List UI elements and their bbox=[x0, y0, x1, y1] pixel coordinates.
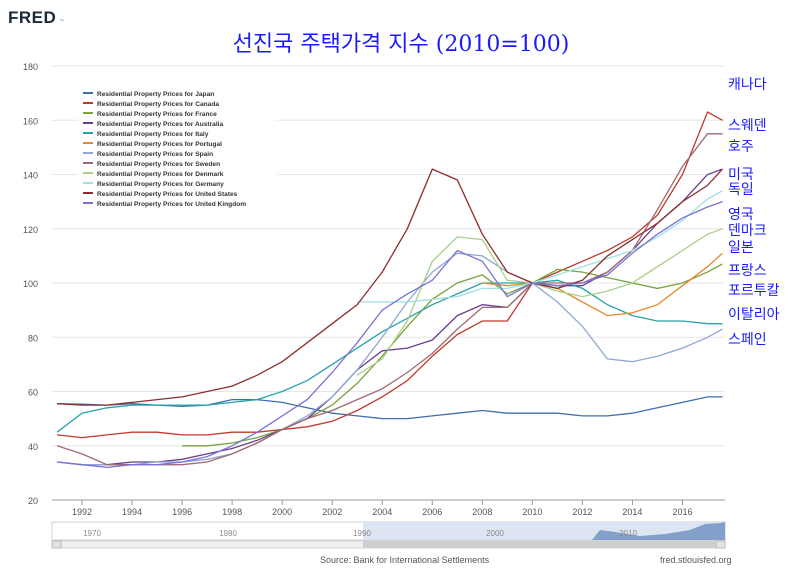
x-tick-label: 2012 bbox=[572, 507, 592, 517]
x-tick-label: 1994 bbox=[122, 507, 142, 517]
country-annotation: 미국 bbox=[728, 167, 754, 183]
fred-logo-mark: ~ bbox=[56, 15, 66, 25]
legend-box bbox=[78, 85, 278, 215]
legend-entry: Residential Property Prices for Australi… bbox=[97, 121, 224, 128]
legend-entry: Residential Property Prices for United S… bbox=[97, 191, 238, 198]
series-line bbox=[56, 279, 723, 433]
legend-entry: Residential Property Prices for Germany bbox=[97, 181, 224, 188]
legend-entry: Residential Property Prices for United K… bbox=[97, 201, 246, 208]
legend-entry: Residential Property Prices for Portugal bbox=[97, 141, 222, 148]
country-annotation: 덴마크 bbox=[728, 223, 767, 239]
fred-logo-text: FRED bbox=[8, 8, 57, 27]
country-annotation: 캐나다 bbox=[728, 77, 767, 93]
x-tick-label: 2004 bbox=[372, 507, 392, 517]
chart-title: 선진국 주택가격 지수 (2010=100) bbox=[232, 32, 570, 57]
series-line bbox=[56, 168, 723, 406]
y-tick-label: 120 bbox=[23, 225, 38, 235]
y-tick-label: 140 bbox=[23, 171, 38, 181]
navigator-scroll-thumb[interactable] bbox=[363, 541, 725, 548]
y-tick-label: 40 bbox=[28, 442, 38, 452]
country-annotation: 스웨덴 bbox=[728, 118, 767, 134]
navigator-tick-label: 1970 bbox=[83, 529, 101, 538]
scroll-left-button[interactable] bbox=[51, 540, 62, 549]
series-line bbox=[356, 228, 723, 376]
y-tick-label: 80 bbox=[28, 333, 38, 343]
x-tick-label: 2000 bbox=[272, 507, 292, 517]
footer-url[interactable]: fred.stlouisfed.org bbox=[660, 555, 732, 565]
navigator-tick-label: 2010 bbox=[619, 529, 637, 538]
legend-entry: Residential Property Prices for Sweden bbox=[97, 161, 220, 168]
country-annotation: 호주 bbox=[728, 139, 754, 155]
fred-logo: FRED ~ bbox=[8, 8, 65, 28]
navigator-minichart bbox=[592, 522, 725, 540]
y-tick-label: 100 bbox=[23, 279, 38, 289]
x-tick-label: 2006 bbox=[422, 507, 442, 517]
country-annotation: 이탈리아 bbox=[728, 307, 780, 323]
navigator-tick-label: 1980 bbox=[219, 529, 237, 538]
x-tick-label: 2002 bbox=[322, 507, 342, 517]
country-annotation: 프랑스 bbox=[728, 263, 767, 279]
country-annotation: 독일 bbox=[728, 182, 754, 198]
footer-source: Source: Bank for International Settlemen… bbox=[320, 555, 490, 565]
x-tick-label: 1996 bbox=[172, 507, 192, 517]
x-tick-label: 1998 bbox=[222, 507, 242, 517]
country-annotation: 영국 bbox=[728, 207, 754, 223]
y-tick-label: 20 bbox=[28, 496, 38, 506]
legend-entry: Residential Property Prices for Canada bbox=[97, 101, 219, 108]
series-line bbox=[56, 200, 723, 469]
series-line bbox=[56, 252, 723, 466]
legend-entry: Residential Property Prices for Italy bbox=[97, 131, 209, 138]
x-tick-label: 1992 bbox=[72, 507, 92, 517]
scroll-right-button[interactable] bbox=[715, 540, 726, 549]
legend-entry: Residential Property Prices for Denmark bbox=[97, 171, 224, 178]
country-annotation: 일본 bbox=[728, 240, 754, 256]
legend-entry: Residential Property Prices for Spain bbox=[97, 151, 213, 158]
navigator-tick-label: 1990 bbox=[353, 529, 371, 538]
legend-entry: Residential Property Prices for Japan bbox=[97, 91, 214, 98]
series-line bbox=[482, 252, 723, 317]
series-line bbox=[182, 263, 723, 447]
y-tick-label: 60 bbox=[28, 388, 38, 398]
series-line bbox=[56, 111, 723, 439]
country-annotation: 포르투칼 bbox=[728, 283, 780, 299]
series-line bbox=[56, 133, 723, 466]
navigator-tick-label: 2000 bbox=[486, 529, 504, 538]
legend-entry: Residential Property Prices for France bbox=[97, 111, 217, 118]
series-line bbox=[357, 190, 723, 303]
x-tick-label: 2010 bbox=[522, 507, 542, 517]
y-tick-label: 160 bbox=[23, 116, 38, 126]
country-annotation: 스페인 bbox=[728, 332, 767, 348]
x-tick-label: 2008 bbox=[472, 507, 492, 517]
x-tick-label: 2016 bbox=[672, 507, 692, 517]
x-tick-label: 2014 bbox=[622, 507, 642, 517]
y-tick-label: 180 bbox=[23, 62, 38, 72]
